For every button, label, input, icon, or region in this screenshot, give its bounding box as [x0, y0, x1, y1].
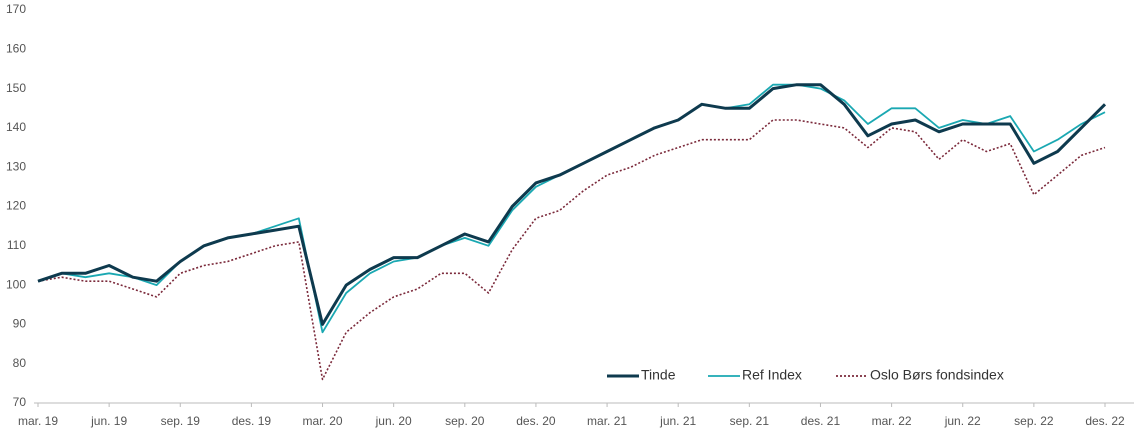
x-tick-label: jun. 19 — [90, 414, 127, 428]
x-tick-label: jun. 22 — [944, 414, 981, 428]
x-tick-label: mar. 21 — [587, 414, 627, 428]
x-tick-label: sep. 22 — [1014, 414, 1054, 428]
y-tick-label: 110 — [7, 238, 26, 252]
legend-label: Oslo Børs fondsindex — [870, 367, 1004, 383]
series-line — [37, 83, 1106, 334]
legend-label: Tinde — [641, 367, 676, 383]
y-tick-label: 130 — [6, 159, 26, 173]
series-line — [37, 83, 1107, 326]
y-tick-label: 100 — [6, 277, 26, 291]
y-tick-label: 90 — [13, 317, 27, 331]
x-tick-label: jun. 21 — [659, 414, 696, 428]
x-tick-label: jun. 20 — [375, 414, 412, 428]
x-tick-label: sep. 21 — [730, 414, 770, 428]
x-tick-label: mar. 19 — [18, 414, 58, 428]
series-line — [37, 119, 1106, 381]
x-tick-label: mar. 22 — [872, 414, 912, 428]
y-tick-label: 120 — [6, 199, 26, 213]
y-tick-label: 140 — [6, 120, 26, 134]
y-tick-label: 170 — [6, 2, 26, 16]
x-tick-label: des. 20 — [516, 414, 556, 428]
x-tick-label: sep. 20 — [445, 414, 485, 428]
x-tick-label: mar. 20 — [303, 414, 343, 428]
y-tick-label: 80 — [13, 356, 27, 370]
legend-label: Ref Index — [742, 367, 802, 383]
y-tick-label: 70 — [13, 395, 27, 409]
x-tick-label: des. 19 — [232, 414, 272, 428]
x-tick-label: des. 21 — [801, 414, 841, 428]
x-tick-label: sep. 19 — [161, 414, 201, 428]
y-tick-label: 150 — [6, 81, 26, 95]
y-tick-label: 160 — [6, 41, 26, 55]
x-tick-label: des. 22 — [1085, 414, 1125, 428]
